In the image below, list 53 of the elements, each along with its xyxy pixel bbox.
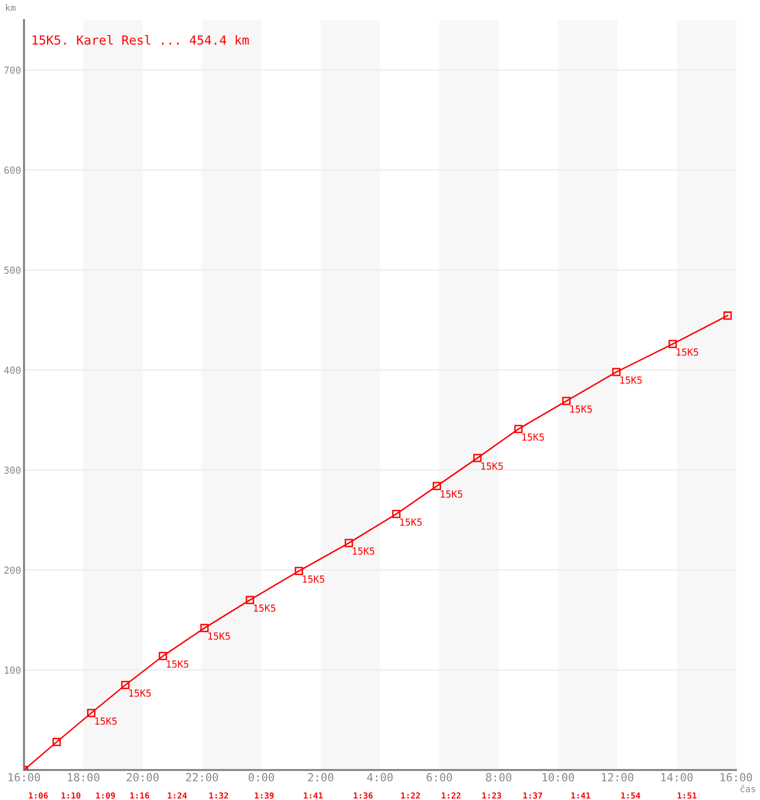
text: 1:24 [168,792,187,799]
y-axis-title: km [6,4,16,11]
annotation: 15K5 [440,490,462,498]
annotation: 15K5 [95,718,117,725]
x-tick-label: 16:00 [8,773,40,782]
annotation: 15K5 [570,406,592,413]
x-tick-label: 16:00 [720,773,752,782]
y-tick-label: 500 [4,266,21,274]
x-tick-label: 20:00 [126,773,159,782]
x-axis-title: čas [740,784,756,792]
x-tick-label: 14:00 [661,773,693,782]
annotation: 15K5 [522,434,544,441]
text: 1:22 [442,792,460,799]
x-tick-label: 12:00 [602,773,634,782]
text: 1:41 [304,792,323,799]
y-tick-label: 200 [4,566,21,574]
text: 1:39 [254,792,274,799]
text: 1:06 [28,792,48,799]
y-tick-label: 600 [4,166,21,174]
annotation: 15K5 [676,348,698,356]
y-tick-label: 100 [4,666,21,674]
text: 1:22 [401,792,420,799]
text: 1:37 [523,792,542,799]
annotation: 15K5 [166,660,188,668]
x-tick-label: 8:00 [486,773,512,782]
text: 1:41 [571,792,590,799]
x-tick-label: 10:00 [542,773,574,782]
annotation: 15K5 [254,604,276,612]
annotation: 15K5 [352,548,374,555]
x-tick-label: 2:00 [308,773,334,782]
x-tick-label: 6:00 [426,773,452,782]
text: 1:23 [482,792,502,799]
y-tick-label: 400 [4,366,21,374]
y-tick-label: 300 [4,466,21,474]
annotation: 15K5 [129,690,151,697]
y-tick-label: 700 [4,66,21,74]
text: 1:51 [678,792,697,799]
text: 1:54 [621,792,640,799]
annotation: 15K5 [400,518,422,526]
text: 1:10 [62,792,80,799]
text: 1:16 [130,792,150,799]
annotation: 15K5 [481,462,503,470]
annotation: 15K5 [208,632,230,640]
text: 1:36 [354,792,373,799]
x-tick-label: 18:00 [68,773,100,782]
annotation: 15K5 [620,376,642,384]
x-tick-label: 4:00 [367,773,393,782]
text: 1:09 [96,792,115,799]
x-tick-label: 0:00 [248,773,274,782]
text: 15K5. Karel Resl ... 454.4 km [32,35,249,45]
annotation: 15K5 [302,576,324,583]
x-tick-label: 22:00 [186,773,218,782]
text: 1:32 [209,792,228,799]
